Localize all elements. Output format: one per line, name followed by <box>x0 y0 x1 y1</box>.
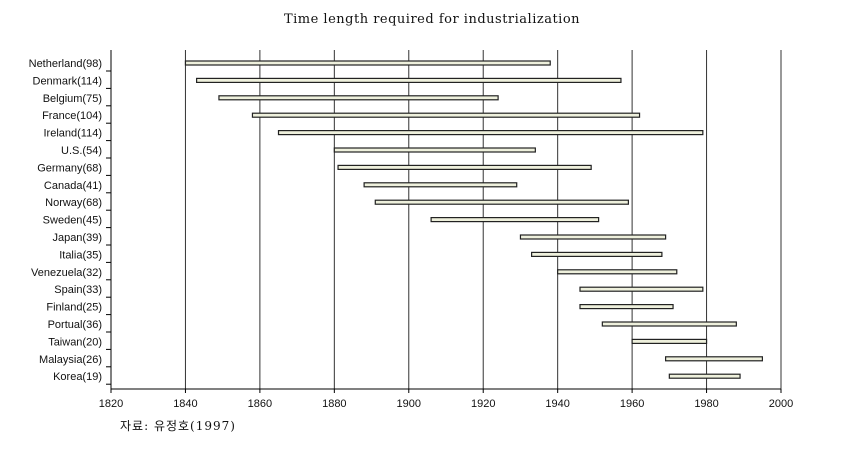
category-label: Italia(35) <box>59 249 102 261</box>
category-label: Belgium(75) <box>43 93 102 105</box>
range-bar <box>557 269 678 275</box>
range-bar <box>531 251 663 257</box>
x-tick-label: 1900 <box>397 398 421 410</box>
category-label: Portual(36) <box>48 319 102 331</box>
category-label: Sweden(45) <box>43 215 102 227</box>
x-tick-label: 1840 <box>173 398 197 410</box>
category-label: Spain(33) <box>54 284 102 296</box>
x-tick-label: 1920 <box>471 398 495 410</box>
category-label: Netherland(98) <box>29 58 102 70</box>
category-labels: Netherland(98) Denmark(114) Belgium(75) Fra… <box>29 58 102 383</box>
range-bar <box>579 304 674 310</box>
x-tick-label: 1980 <box>694 398 718 410</box>
range-bar <box>668 373 741 379</box>
range-bar <box>333 147 536 153</box>
source-note: 자료: 유정호(1997) <box>120 419 236 433</box>
bars <box>184 60 763 379</box>
range-bar <box>430 217 600 223</box>
range-bar <box>363 182 518 188</box>
axes <box>106 50 782 393</box>
category-label: France(104) <box>42 110 102 122</box>
category-label: Denmark(114) <box>33 75 103 87</box>
x-tick-labels: 1820 1840 1860 1880 1900 1920 1940 1960 1980 2000 <box>99 398 793 410</box>
range-bar <box>631 338 708 344</box>
category-label: Malaysia(26) <box>39 354 102 366</box>
category-label: Japan(39) <box>52 232 102 244</box>
category-label: U.S.(54) <box>61 145 102 157</box>
category-label: Taiwan(20) <box>48 336 102 348</box>
category-label: Norway(68) <box>45 197 102 209</box>
x-tick-label: 1860 <box>248 398 272 410</box>
range-bar <box>184 60 551 66</box>
range-bar <box>337 164 592 170</box>
chart-title: Time length required for industrializati… <box>284 12 580 27</box>
category-label: Germany(68) <box>37 162 102 174</box>
x-tick-label: 1960 <box>620 398 644 410</box>
range-bar <box>374 199 629 205</box>
range-bar <box>579 286 704 292</box>
range-bar <box>601 321 737 327</box>
category-label: Venezuela(32) <box>31 267 102 279</box>
range-bar <box>665 356 763 362</box>
category-label: Canada(41) <box>44 180 102 192</box>
category-label: Finland(25) <box>46 302 102 314</box>
range-bar <box>196 77 622 84</box>
range-bar <box>519 234 667 240</box>
x-tick-label: 2000 <box>769 398 793 410</box>
range-bar <box>277 130 704 136</box>
x-tick-label: 1820 <box>99 398 123 410</box>
range-bar <box>251 112 641 118</box>
range-bar <box>218 95 499 101</box>
x-tick-label: 1940 <box>545 398 569 410</box>
x-tick-label: 1880 <box>322 398 346 410</box>
category-label: Ireland(114) <box>44 128 103 140</box>
category-label: Korea(19) <box>53 371 102 383</box>
